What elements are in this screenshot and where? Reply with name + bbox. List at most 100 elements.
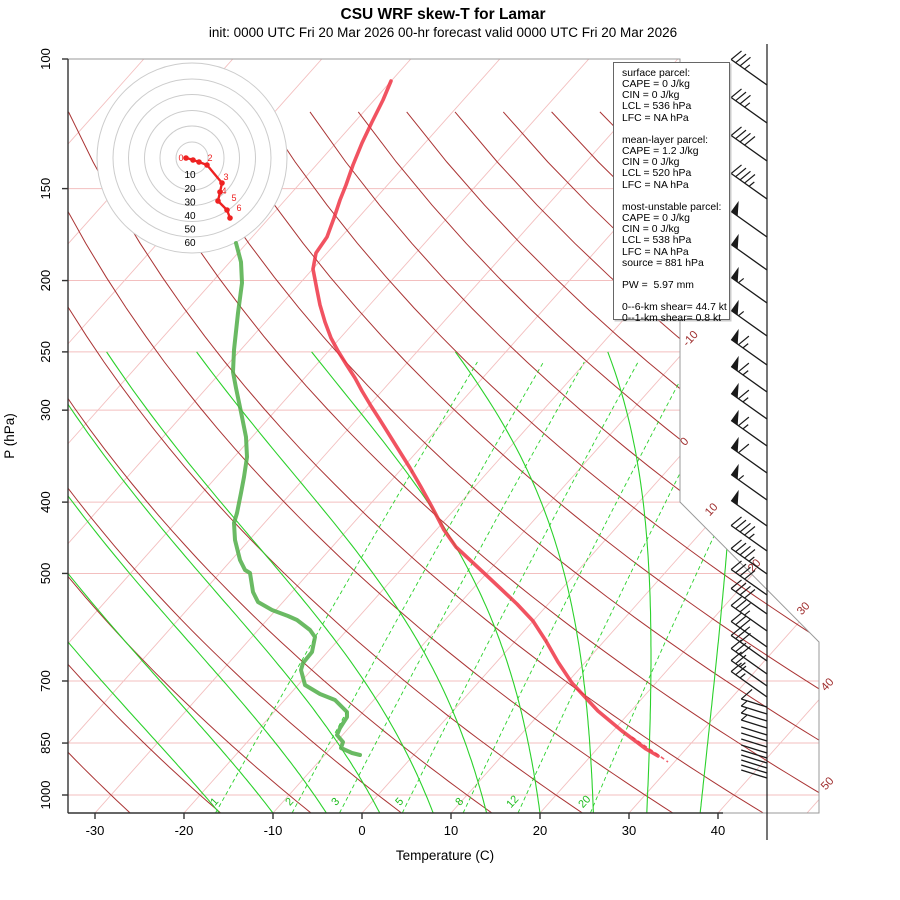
wind-barb: [741, 759, 768, 769]
info-box-line: CAPE = 0 J/kg: [622, 213, 690, 225]
info-box-line: mean-layer parcel:: [622, 134, 709, 146]
moist-adiabat-lines: [68, 351, 736, 813]
hodograph-ring: [159, 125, 225, 191]
wind-barb: [740, 714, 768, 729]
isotherm-label: 40: [819, 676, 837, 694]
hodograph-ring: [175, 141, 209, 175]
pressure-tick-label: 700: [38, 670, 53, 692]
wind-barb: [741, 732, 768, 742]
info-box-line: LFC = NA hPa: [622, 246, 689, 258]
wind-barb: [741, 769, 768, 779]
isotherm-labels: -1001020304050: [678, 329, 836, 793]
wind-barb: [730, 651, 768, 687]
pressure-tick-label: 150: [38, 178, 53, 200]
isotherm-label: 10: [703, 501, 721, 519]
info-box-line: CIN = 0 J/kg: [622, 224, 680, 236]
info-box-line: most-unstable parcel:: [622, 201, 722, 213]
hodograph-ring-label: 30: [184, 198, 196, 209]
wind-barb: [730, 50, 768, 86]
pressure-tick-label: 300: [38, 399, 53, 421]
info-box-line: 0--6-km shear= 44.7 kt: [622, 302, 727, 314]
info-box-line: PW = 5.97 mm: [622, 279, 694, 291]
wind-barb: [730, 382, 768, 420]
hodograph-ring: [96, 62, 288, 254]
hodograph-point: [224, 207, 230, 213]
info-box-line: LCL = 538 hPa: [622, 235, 692, 247]
hodograph-point: [190, 157, 196, 163]
mixing-ratio-label: 2: [283, 796, 296, 809]
pressure-tick-label: 100: [38, 48, 53, 70]
dewpoint-curve: [231, 241, 362, 757]
info-box-line: [622, 291, 729, 302]
parcel-info-box: surface parcel: CAPE = 0 J/kg CIN = 0 J/kg…: [613, 62, 730, 324]
wind-barb: [730, 516, 768, 552]
hodograph-point: [227, 215, 233, 221]
hodograph-point: [183, 155, 189, 161]
wind-barb: [730, 579, 768, 615]
temp-tick-label: 30: [622, 823, 636, 838]
temp-tick-label: 10: [444, 823, 458, 838]
temp-tick-label: -30: [86, 823, 105, 838]
wind-barb-panel: [730, 44, 768, 840]
isotherm-label: 30: [795, 600, 813, 618]
wind-barb: [730, 463, 768, 501]
info-box-line: source = 881 hPa: [622, 257, 704, 269]
wind-barb: [741, 738, 768, 748]
hodograph-ring: [112, 78, 272, 238]
hodograph-point-label: 5: [231, 193, 236, 203]
info-box-line: LCL = 536 hPa: [622, 101, 692, 113]
temp-tick-label: 40: [711, 823, 725, 838]
wind-barb: [730, 355, 768, 393]
wind-barb: [730, 662, 768, 698]
chart-title: CSU WRF skew-T for Lamar: [340, 6, 546, 23]
hodograph-point: [204, 162, 210, 168]
wind-barb: [741, 764, 768, 774]
hodograph-ring-label: 60: [184, 238, 196, 249]
info-box-line: [622, 191, 729, 202]
wind-barb: [730, 596, 768, 632]
wind-barb: [741, 754, 768, 764]
pressure-tick-label: 500: [38, 563, 53, 585]
info-box-line: CAPE = 1.2 J/kg: [622, 146, 699, 158]
hodograph-point-label: 6: [236, 203, 241, 213]
info-box-line: [622, 124, 729, 135]
hodograph-ring-label: 10: [184, 170, 196, 181]
wind-barb: [740, 689, 768, 708]
wind-barb: [730, 639, 768, 675]
wind-barb: [730, 164, 768, 200]
info-box-line: surface parcel:: [622, 68, 691, 79]
hodograph-point-label: 4: [221, 186, 226, 196]
wind-barb: [740, 700, 768, 715]
info-box-line: [622, 269, 729, 280]
hodograph-point: [217, 189, 223, 195]
x-axis-title: Temperature (C): [396, 848, 494, 863]
wind-barb: [730, 560, 768, 596]
wind-barb: [730, 200, 768, 238]
info-box-line: LFC = NA hPa: [622, 112, 689, 124]
wind-barb: [730, 539, 768, 575]
hodograph-point-label: 3: [223, 172, 228, 182]
mixing-ratio-label: 20: [576, 793, 593, 810]
temp-tick-label: 0: [358, 823, 365, 838]
info-box-line: 0--1-km shear= 0.8 kt: [622, 313, 722, 325]
info-box-line: LCL = 520 hPa: [622, 168, 692, 180]
pressure-tick-label: 850: [38, 732, 53, 754]
mixing-ratio-label: 5: [393, 796, 406, 809]
wind-barb: [730, 266, 768, 304]
info-box-line: CAPE = 0 J/kg: [622, 79, 690, 91]
wind-barb: [741, 726, 768, 736]
info-box-line: LFC = NA hPa: [622, 179, 689, 191]
hodograph-point: [196, 159, 202, 165]
mixing-ratio-labels: 1 2 3 5 8 12 20: [208, 793, 593, 810]
hodograph-point: [215, 198, 221, 204]
wind-barb: [730, 409, 768, 447]
hodograph-point: [219, 180, 225, 186]
hodograph-point-label: 2: [207, 153, 212, 163]
wind-barb: [740, 707, 768, 722]
hodograph-ring: [144, 110, 240, 206]
wind-barb: [730, 328, 768, 366]
mixing-ratio-label: 12: [504, 793, 521, 810]
